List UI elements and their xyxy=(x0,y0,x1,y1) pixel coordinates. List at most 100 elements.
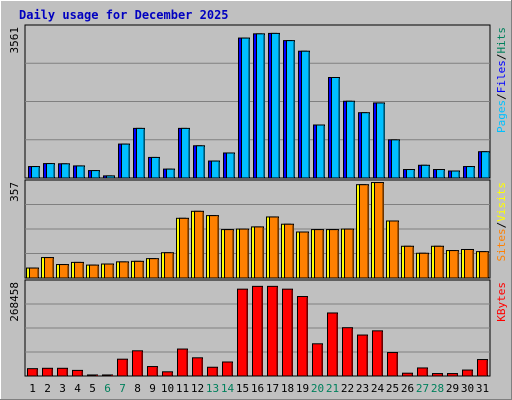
bar-kbytes-day-12 xyxy=(192,357,203,377)
bar-sites-day-13 xyxy=(209,215,219,279)
bar-kbytes-day-15 xyxy=(237,288,248,377)
bar-kbytes-day-25 xyxy=(387,352,398,377)
bar-kbytes-day-26 xyxy=(402,372,413,377)
bar-kbytes-day-10 xyxy=(162,371,173,377)
bar-sites-day-10 xyxy=(164,252,174,279)
bar-sites-day-7 xyxy=(119,261,129,279)
bar-sites-day-11 xyxy=(179,217,189,279)
panel-visits-sites: 357 Sites/Visits xyxy=(8,179,508,279)
bar-kbytes-day-6 xyxy=(102,374,113,377)
x-tick-label: 9 xyxy=(149,382,156,395)
bar-kbytes-day-14 xyxy=(222,361,233,377)
legend-entry: Hits xyxy=(495,27,508,54)
bar-sites-day-26 xyxy=(404,245,414,279)
y-max-label: 3561 xyxy=(8,27,21,54)
x-tick-label: 15 xyxy=(236,382,249,395)
bar-sites-day-29 xyxy=(449,250,459,279)
bar-kbytes-day-5 xyxy=(87,374,98,377)
panel-kbytes: 268458 KBytes xyxy=(8,279,508,377)
x-tick-label: 14 xyxy=(221,382,235,395)
x-tick-label: 12 xyxy=(191,382,204,395)
bar-kbytes-day-13 xyxy=(207,366,218,377)
bar-kbytes-day-1 xyxy=(27,368,38,377)
bar-kbytes-day-4 xyxy=(72,369,83,377)
x-tick-label: 7 xyxy=(119,382,126,395)
bar-kbytes-day-29 xyxy=(447,373,458,377)
y-max-label: 357 xyxy=(8,182,21,202)
bar-sites-day-4 xyxy=(74,261,84,279)
bar-sites-day-9 xyxy=(149,258,159,279)
bar-sites-day-15 xyxy=(239,228,249,279)
bar-kbytes-day-18 xyxy=(282,288,293,377)
x-tick-label: 20 xyxy=(311,382,324,395)
bar-sites-day-28 xyxy=(434,245,444,279)
bar-sites-day-17 xyxy=(269,216,279,279)
bar-kbytes-day-3 xyxy=(57,367,68,377)
bar-sites-day-3 xyxy=(59,264,69,279)
chart-panels: 3561Pages/Files/Hits357Sites/Visits26845… xyxy=(8,24,508,377)
legend-entry: Sites xyxy=(495,228,508,261)
x-tick-label: 23 xyxy=(356,382,369,395)
bar-sites-day-23 xyxy=(359,184,369,279)
bar-sites-day-20 xyxy=(314,229,324,279)
x-tick-label: 17 xyxy=(266,382,279,395)
bar-kbytes-day-8 xyxy=(132,350,143,377)
bar-sites-day-5 xyxy=(89,264,99,279)
x-tick-label: 31 xyxy=(476,382,489,395)
x-tick-label: 2 xyxy=(44,382,51,395)
bar-kbytes-day-7 xyxy=(117,358,128,377)
bar-kbytes-day-21 xyxy=(327,312,338,377)
legend-separator: / xyxy=(495,93,508,100)
bar-sites-day-31 xyxy=(479,251,489,279)
legend-visits-sites: Sites/Visits xyxy=(495,182,508,262)
bar-sites-day-12 xyxy=(194,210,204,279)
x-tick-label: 1 xyxy=(29,382,36,395)
bar-kbytes-day-30 xyxy=(462,369,473,377)
bar-kbytes-day-11 xyxy=(177,348,188,377)
x-axis: 1 2 3 4 5 6 7 8 9 10 11 12 13 14 15 16 17 18 19 20 21 22 23 24 2… xyxy=(29,382,489,395)
x-tick-label: 16 xyxy=(251,382,264,395)
bar-kbytes-day-27 xyxy=(417,367,428,377)
bar-sites-day-2 xyxy=(44,257,54,279)
x-tick-label: 5 xyxy=(89,382,96,395)
bar-kbytes-day-28 xyxy=(432,373,443,377)
x-tick-label: 29 xyxy=(446,382,459,395)
bar-sites-day-1 xyxy=(29,267,39,279)
y-max-label: 268458 xyxy=(8,282,21,322)
bar-sites-day-18 xyxy=(284,223,294,279)
legend-entry: Files xyxy=(495,60,508,93)
bar-sites-day-19 xyxy=(299,231,309,279)
x-tick-label: 18 xyxy=(281,382,294,395)
bar-sites-day-25 xyxy=(389,220,399,279)
legend-separator: / xyxy=(495,222,508,229)
x-tick-label: 30 xyxy=(461,382,474,395)
x-tick-label: 22 xyxy=(341,382,354,395)
bar-kbytes-day-23 xyxy=(357,334,368,377)
bar-kbytes-day-9 xyxy=(147,366,158,377)
x-tick-label: 21 xyxy=(326,382,339,395)
x-tick-label: 3 xyxy=(59,382,66,395)
bar-kbytes-day-24 xyxy=(372,330,383,377)
x-tick-label: 27 xyxy=(416,382,429,395)
x-tick-label: 19 xyxy=(296,382,309,395)
bar-kbytes-day-22 xyxy=(342,327,353,377)
x-tick-label: 11 xyxy=(176,382,189,395)
bar-kbytes-day-17 xyxy=(267,285,278,377)
x-tick-label: 6 xyxy=(104,382,111,395)
x-tick-label: 13 xyxy=(206,382,219,395)
x-tick-label: 28 xyxy=(431,382,444,395)
bar-sites-day-27 xyxy=(419,252,429,279)
bar-sites-day-22 xyxy=(344,228,354,279)
legend-entry: Pages xyxy=(495,100,508,133)
bar-sites-day-21 xyxy=(329,229,339,279)
legend-kbytes: KBytes xyxy=(495,282,508,322)
legend-pages-files-hits: Pages/Files/Hits xyxy=(495,27,508,133)
chart-title: Daily usage for December 2025 xyxy=(19,8,229,22)
bar-sites-day-8 xyxy=(134,260,144,279)
bar-kbytes-day-2 xyxy=(42,367,53,377)
bar-sites-day-6 xyxy=(104,263,114,279)
x-tick-label: 26 xyxy=(401,382,414,395)
bar-sites-day-14 xyxy=(224,229,234,279)
